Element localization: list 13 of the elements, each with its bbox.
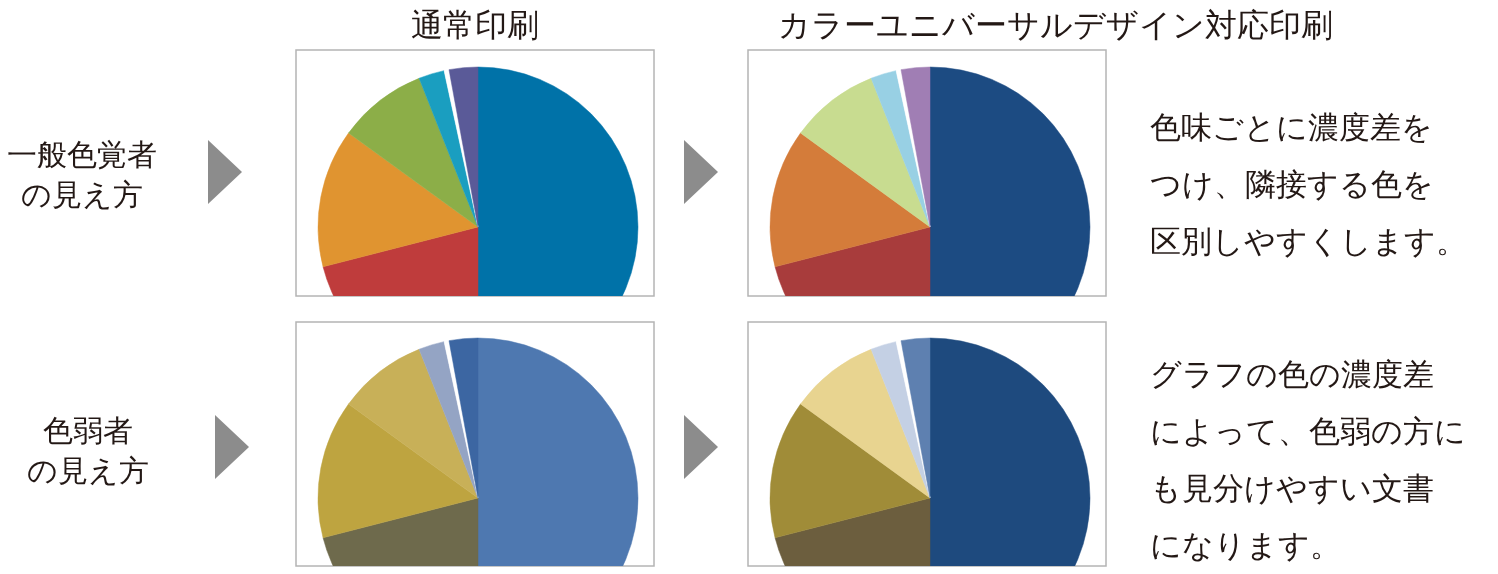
text: つけ、隣接する色を — [1150, 166, 1434, 202]
text: 色味ごとに濃度差を — [1150, 109, 1433, 145]
text: グラフの色の濃度差 — [1150, 356, 1434, 392]
chart-title: カラーユニバーサルデザイン対応印刷 — [777, 6, 1333, 44]
text: によって、色弱の方に — [1150, 413, 1466, 449]
text: も見分けやすい文書 — [1150, 470, 1434, 506]
text: 一般色覚者 — [7, 137, 157, 172]
text: 区別しやすくします。 — [1150, 223, 1467, 259]
text: になります。 — [1150, 527, 1341, 563]
text: の見え方 — [21, 177, 143, 212]
text: 色弱者 — [43, 413, 133, 448]
text: の見え方 — [27, 453, 149, 488]
chart-title: 通常印刷 — [411, 6, 539, 44]
